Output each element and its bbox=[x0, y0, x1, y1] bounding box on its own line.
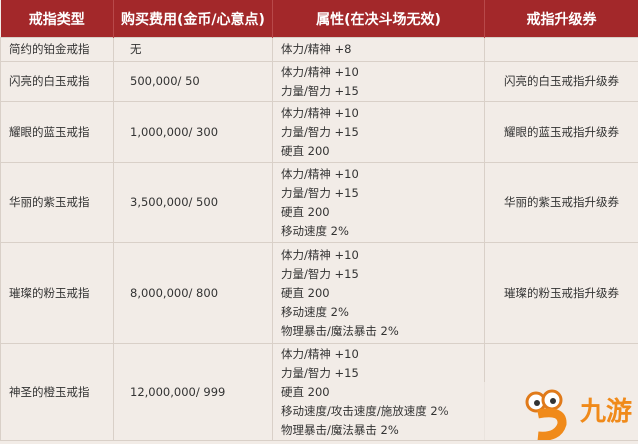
ring-cost: 8,000,000/ 800 bbox=[114, 243, 273, 344]
attribute-line: 力量/智力 +15 bbox=[281, 265, 484, 284]
ring-attributes: 体力/精神 +8 bbox=[273, 38, 485, 62]
header-row: 戒指类型 购买费用(金币/心意点) 属性(在决斗场无效) 戒指升级券 bbox=[1, 0, 638, 38]
watermark-logo: 九游 bbox=[438, 374, 638, 440]
attribute-line: 体力/精神 +10 bbox=[281, 246, 484, 265]
ring-cost: 12,000,000/ 999 bbox=[114, 344, 273, 441]
header-attributes: 属性(在决斗场无效) bbox=[273, 0, 485, 38]
attribute-line: 力量/智力 +15 bbox=[281, 82, 484, 101]
ring-name: 闪亮的白玉戒指 bbox=[1, 62, 114, 102]
attribute-line: 体力/精神 +10 bbox=[281, 345, 484, 364]
attribute-line: 物理暴击/魔法暴击 2% bbox=[281, 322, 484, 341]
ring-name: 华丽的紫玉戒指 bbox=[1, 163, 114, 243]
header-voucher: 戒指升级券 bbox=[485, 0, 638, 38]
ring-voucher: 耀眼的蓝玉戒指升级券 bbox=[485, 102, 638, 163]
attribute-line: 力量/智力 +15 bbox=[281, 184, 484, 203]
ring-voucher bbox=[485, 38, 638, 62]
ring-name: 璀璨的粉玉戒指 bbox=[1, 243, 114, 344]
attribute-line: 力量/智力 +15 bbox=[281, 123, 484, 142]
attribute-line: 体力/精神 +8 bbox=[281, 40, 484, 59]
attribute-line: 体力/精神 +10 bbox=[281, 63, 484, 82]
ring-name: 简约的铂金戒指 bbox=[1, 38, 114, 62]
header-ring-type: 戒指类型 bbox=[1, 0, 114, 38]
header-cost: 购买费用(金币/心意点) bbox=[114, 0, 273, 38]
attribute-line: 硬直 200 bbox=[281, 142, 484, 161]
attribute-line: 硬直 200 bbox=[281, 203, 484, 222]
ring-cost: 1,000,000/ 300 bbox=[114, 102, 273, 163]
watermark-text: 九游 bbox=[580, 391, 632, 428]
table-row: 简约的铂金戒指 无 体力/精神 +8 bbox=[1, 38, 638, 62]
attribute-line: 硬直 200 bbox=[281, 284, 484, 303]
attribute-line: 移动速度 2% bbox=[281, 222, 484, 241]
ring-voucher: 闪亮的白玉戒指升级券 bbox=[485, 62, 638, 102]
ring-voucher: 璀璨的粉玉戒指升级券 bbox=[485, 243, 638, 344]
ring-name: 神圣的橙玉戒指 bbox=[1, 344, 114, 441]
attribute-line: 移动速度 2% bbox=[281, 303, 484, 322]
ring-cost: 500,000/ 50 bbox=[114, 62, 273, 102]
ring-cost: 无 bbox=[114, 38, 273, 62]
ring-name: 耀眼的蓝玉戒指 bbox=[1, 102, 114, 163]
attribute-line: 体力/精神 +10 bbox=[281, 165, 484, 184]
ring-cost: 3,500,000/ 500 bbox=[114, 163, 273, 243]
attribute-line: 体力/精神 +10 bbox=[281, 104, 484, 123]
ring-voucher: 华丽的紫玉戒指升级券 bbox=[485, 163, 638, 243]
